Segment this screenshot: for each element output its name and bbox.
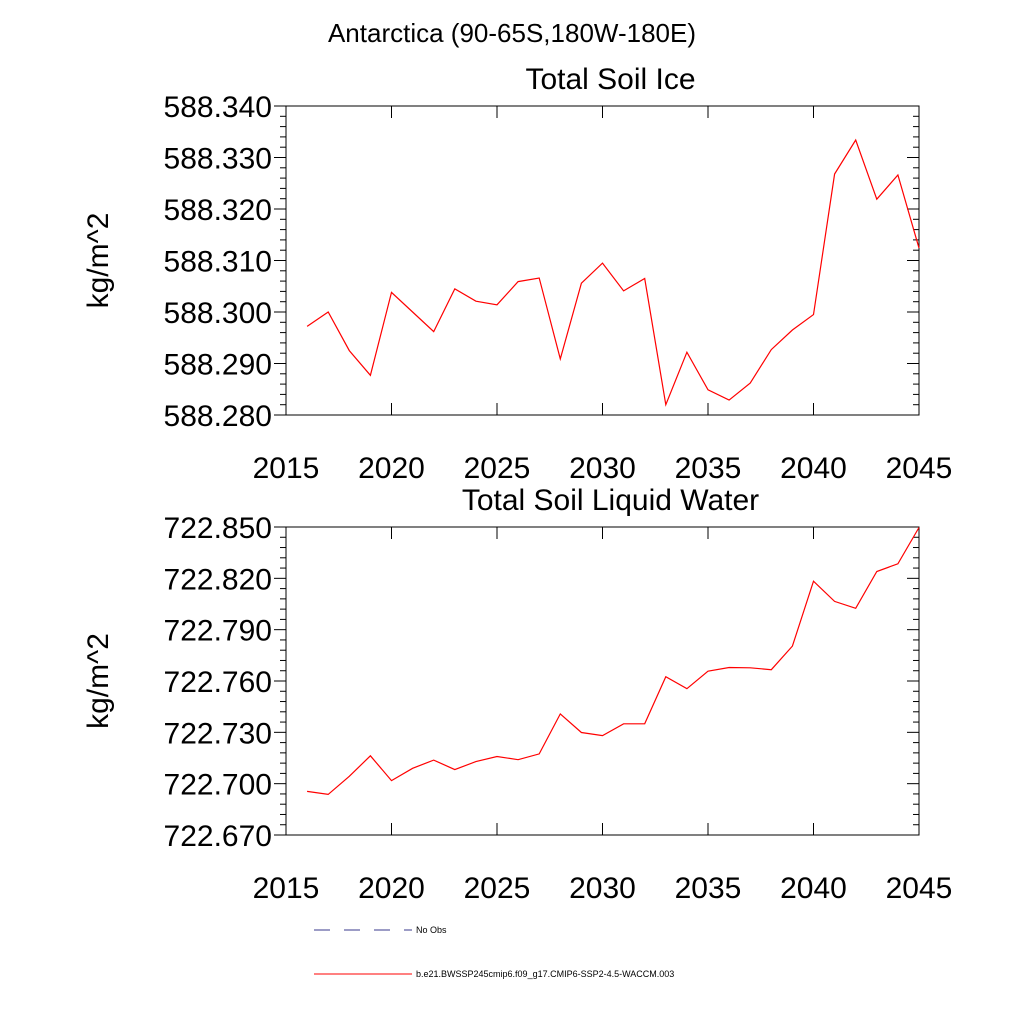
plot-frame [285, 105, 920, 416]
plot-frame [285, 526, 920, 836]
x-tick-label: 2045 [886, 872, 953, 905]
legend-label-model: b.e21.BWSSP245cmip6.f09_g17.CMIP6-SSP2-4… [416, 969, 674, 979]
x-tick-label: 2035 [675, 872, 742, 905]
y-tick-label: 722.850 [164, 512, 272, 545]
y-tick-label: 588.300 [164, 297, 272, 330]
y-tick-label: 588.280 [164, 400, 272, 433]
y-tick-label: 722.820 [164, 563, 272, 596]
x-tick-label: 2035 [675, 452, 742, 485]
x-tick-label: 2015 [253, 872, 320, 905]
y-tick-label: 722.700 [164, 769, 272, 802]
y-tick-label: 588.320 [164, 194, 272, 227]
x-tick-label: 2030 [569, 872, 636, 905]
y-axis-label: kg/m^2 [82, 633, 115, 729]
y-tick-label: 722.790 [164, 615, 272, 648]
y-tick-label: 722.730 [164, 717, 272, 750]
x-tick-label: 2020 [358, 872, 425, 905]
chart-title: Total Soil Liquid Water [462, 484, 759, 517]
y-tick-label: 588.340 [164, 91, 272, 124]
x-tick-label: 2040 [780, 452, 847, 485]
legend-label-no-obs: No Obs [416, 925, 447, 935]
x-tick-label: 2015 [253, 452, 320, 485]
y-tick-label: 722.760 [164, 666, 272, 699]
x-tick-label: 2025 [464, 452, 531, 485]
figure-title: Antarctica (90-65S,180W-180E) [328, 18, 696, 48]
legend: No Obs b.e21.BWSSP245cmip6.f09_g17.CMIP6… [314, 925, 674, 979]
x-tick-label: 2040 [780, 872, 847, 905]
y-tick-label: 588.290 [164, 349, 272, 382]
chart-title: Total Soil Ice [525, 63, 695, 96]
y-tick-label: 588.330 [164, 143, 272, 176]
x-tick-label: 2030 [569, 452, 636, 485]
y-axis-label: kg/m^2 [82, 213, 115, 309]
x-tick-label: 2020 [358, 452, 425, 485]
chart-panel-2: Total Soil Liquid Water kg/m^2 2015 2020 202… [82, 484, 952, 905]
x-tick-label: 2045 [886, 452, 953, 485]
series-line-1 [307, 527, 920, 796]
series-line-1 [306, 138, 920, 407]
chart-panel-1: Total Soil Ice kg/m^2 2015 2020 2025 2030 2035… [82, 63, 952, 485]
x-tick-label: 2025 [464, 872, 531, 905]
y-tick-label: 722.670 [164, 820, 272, 853]
y-tick-label: 588.310 [164, 246, 272, 279]
